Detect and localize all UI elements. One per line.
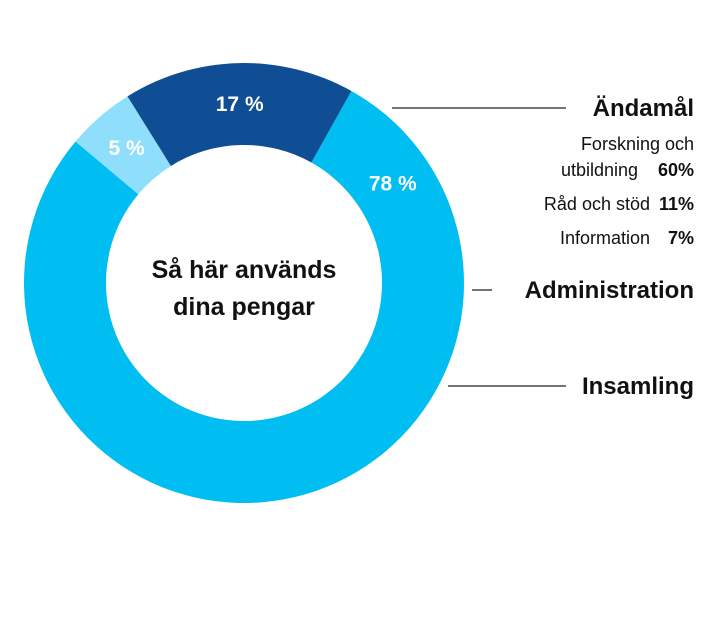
slice-administration — [75, 96, 171, 195]
chart-title-line-1: Så här används — [152, 256, 337, 284]
chart-title-line-2: dina pengar — [173, 293, 315, 321]
legend-label-andamal: Ändamål — [593, 95, 694, 122]
breakdown-rad-och-stod-value: 11% — [659, 194, 694, 214]
slice-ändamål — [24, 90, 465, 504]
donut-slices: 78 % 5 % 17 % — [24, 62, 465, 504]
slice-value-label: 78 % — [369, 172, 417, 195]
slice-value-label: 17 % — [216, 93, 264, 116]
legend-label-administration: Administration — [525, 277, 694, 304]
slice-insamling — [127, 62, 352, 166]
breakdown-information-label: Information — [560, 228, 650, 248]
breakdown-information-value: 7% — [668, 228, 694, 248]
breakdown-forskning-value: 60% — [658, 160, 694, 180]
breakdown-rad-och-stod-label: Råd och stöd — [544, 194, 650, 214]
breakdown-forskning-line-1: Forskning och — [581, 134, 694, 154]
slice-value-label: 5 % — [109, 137, 146, 160]
breakdown-forskning-line-2: utbildning — [561, 160, 638, 180]
legend-label-insamling: Insamling — [582, 373, 694, 400]
